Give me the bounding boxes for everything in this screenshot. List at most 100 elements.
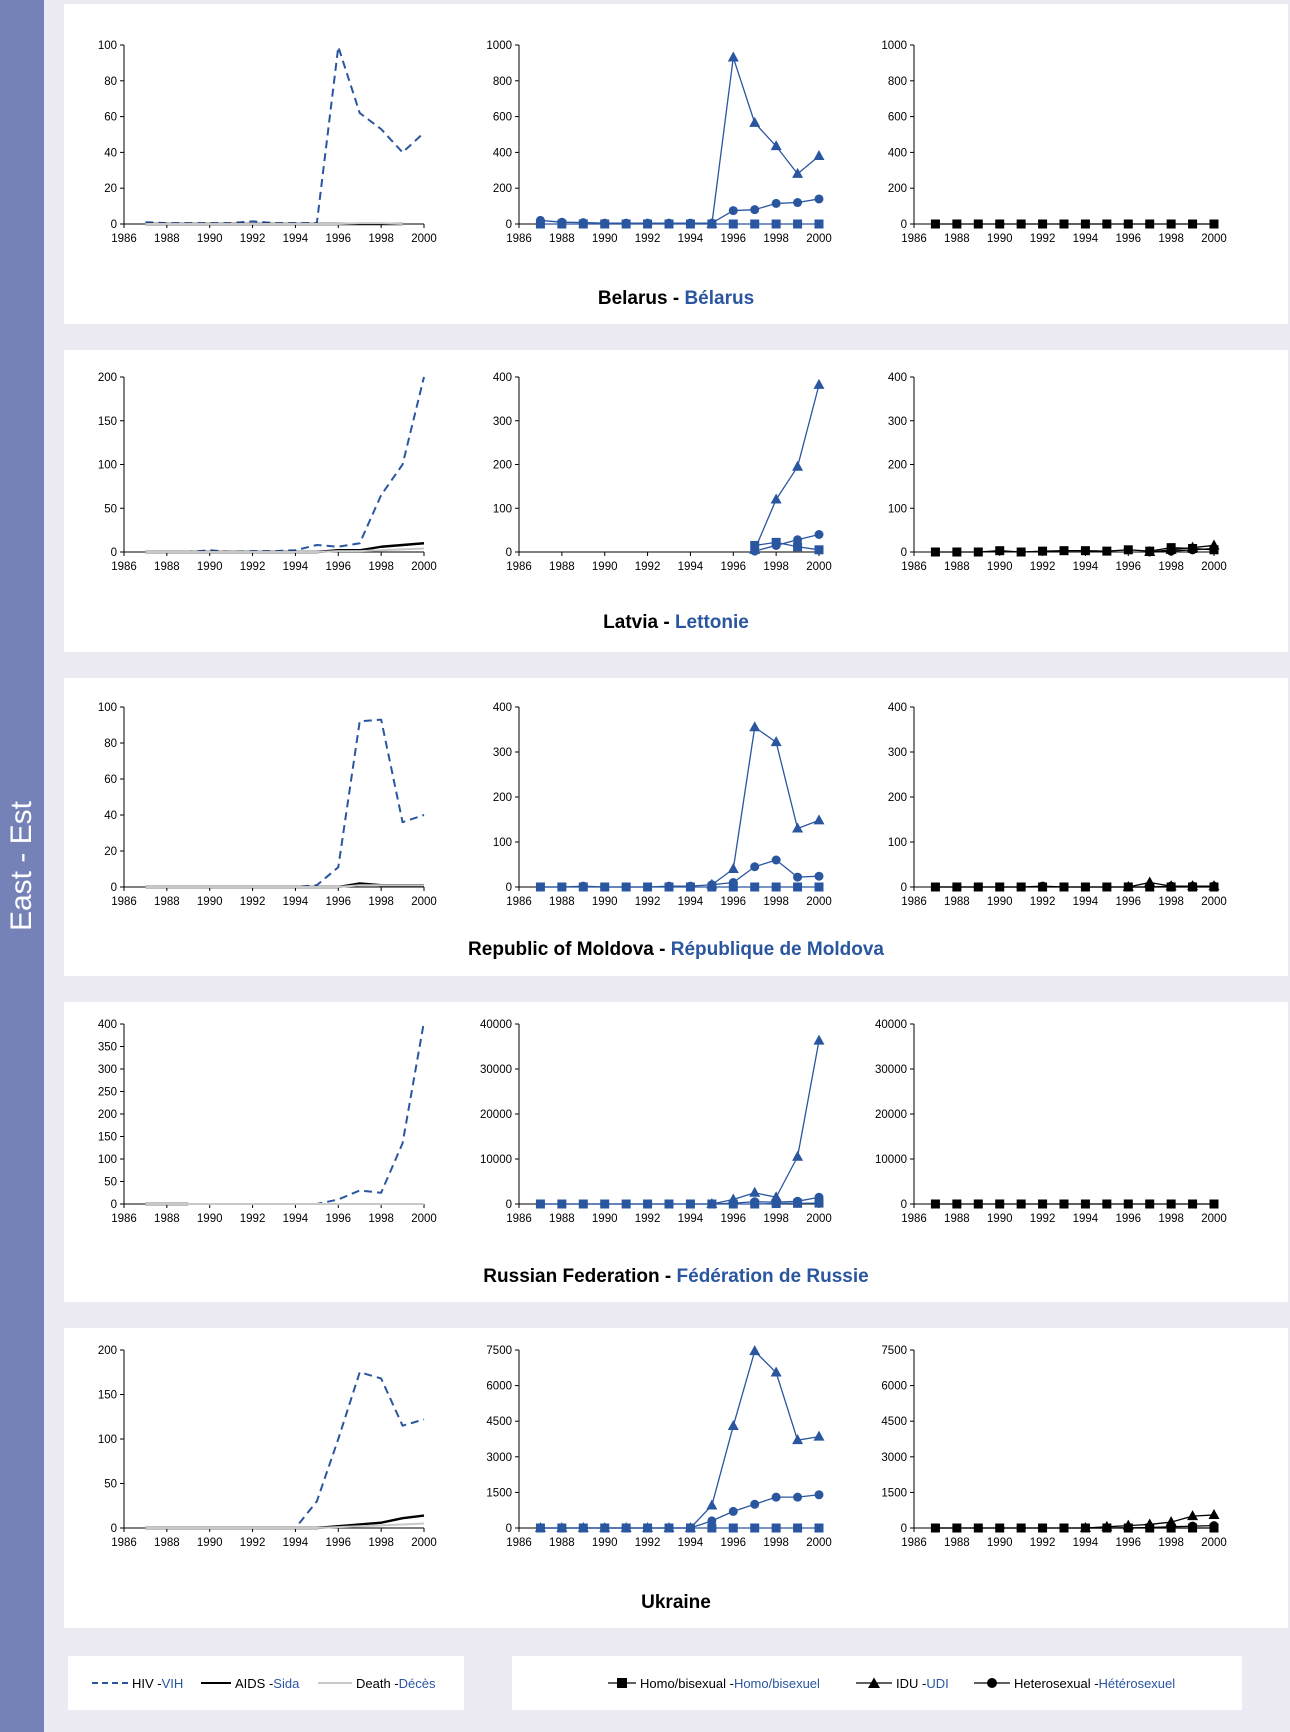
circle-point	[995, 1523, 1005, 1533]
circle-point	[1145, 882, 1155, 892]
square-point	[952, 547, 962, 557]
triangle-point	[1187, 1510, 1199, 1521]
circle-point	[1038, 1523, 1048, 1533]
circle-point	[771, 540, 781, 550]
y-tick-label: 80	[104, 738, 117, 750]
circle-point	[952, 1523, 962, 1533]
square-point	[771, 219, 781, 229]
y-tick-label: 0	[901, 219, 907, 231]
x-tick-label: 1998	[763, 896, 789, 908]
x-tick-label: 2000	[806, 561, 832, 573]
circle-point	[578, 881, 588, 891]
series-line-death	[145, 547, 425, 553]
circle-point	[1123, 1523, 1133, 1533]
triangle-point	[1208, 1508, 1220, 1519]
x-tick-label: 1996	[1115, 561, 1141, 573]
y-tick-label: 10000	[480, 1154, 512, 1166]
chart-right: 0 200 400 600 800 1000 1986 1988 1990 1992 1994 199…	[881, 40, 1226, 245]
legend-label-fr: UDI	[926, 1675, 949, 1691]
legend-label-fr: Hétérosexuel	[1098, 1675, 1176, 1691]
x-tick-label: 1986	[506, 1213, 532, 1225]
legend-item-homo: Homo/bisexual - Homo/bisexuel	[608, 1656, 820, 1710]
x-tick-label: 1990	[987, 233, 1013, 245]
x-tick-label: 1988	[549, 233, 575, 245]
y-tick-label: 400	[98, 1019, 117, 1031]
circle-point	[771, 1492, 781, 1502]
x-tick-label: 1988	[154, 896, 180, 908]
square-point	[1209, 219, 1219, 229]
x-tick-label: 1996	[1115, 1213, 1141, 1225]
y-tick-label: 400	[493, 372, 512, 384]
y-tick-label: 60	[104, 112, 117, 124]
x-tick-label: 1988	[154, 1213, 180, 1225]
circle-point	[728, 206, 738, 216]
square-point	[1209, 1199, 1219, 1209]
legend-label-fr: Homo/bisexuel	[733, 1675, 820, 1691]
circle-point	[1188, 545, 1198, 555]
x-tick-label: 1988	[549, 1213, 575, 1225]
square-point	[1059, 219, 1069, 229]
y-tick-label: 10000	[875, 1154, 907, 1166]
square-point	[952, 219, 962, 229]
circle-point	[557, 1199, 567, 1209]
x-tick-label: 1992	[1030, 233, 1056, 245]
x-tick-label: 2000	[806, 1213, 832, 1225]
x-tick-label: 1996	[325, 1213, 351, 1225]
square-point	[1145, 1199, 1155, 1209]
square-point	[1166, 1199, 1176, 1209]
circle-point	[814, 1490, 824, 1500]
chart-right: 0 100 200 300 400 1986 1988 1990 1992 1994 1996 199…	[888, 372, 1227, 573]
dashed-line-icon	[92, 1682, 128, 1684]
legend-label-en: IDU -	[896, 1675, 927, 1691]
circle-point	[1166, 881, 1176, 891]
circle-point	[685, 218, 695, 228]
y-tick-label: 0	[901, 1199, 907, 1211]
x-tick-label: 1996	[720, 233, 746, 245]
square-point	[930, 1199, 940, 1209]
circle-point	[1080, 882, 1090, 892]
x-tick-label: 1996	[1115, 233, 1141, 245]
y-tick-label: 7500	[881, 1345, 907, 1357]
y-tick-label: 250	[98, 1087, 117, 1099]
x-tick-label: 1998	[1158, 1213, 1184, 1225]
circle-point	[1145, 547, 1155, 557]
x-tick-label: 1990	[197, 233, 223, 245]
y-tick-label: 40000	[480, 1019, 512, 1031]
square-point	[793, 542, 803, 552]
series-line-hiv	[145, 376, 425, 553]
x-tick-label: 1994	[678, 896, 704, 908]
triangle-point	[727, 863, 739, 873]
x-tick-label: 1990	[987, 896, 1013, 908]
circle-point	[1145, 1523, 1155, 1533]
legend-item-idu: IDU - UDI	[856, 1656, 949, 1710]
chart-middle: 0 10000 20000 30000 40000 1986 1988 1990 1992 199…	[480, 1019, 832, 1225]
square-point	[1188, 219, 1198, 229]
circle-point	[578, 218, 588, 228]
circle-point	[664, 1199, 674, 1209]
x-tick-label: 1986	[111, 561, 137, 573]
square-point	[995, 1199, 1005, 1209]
circle-point	[793, 198, 803, 208]
circle-point	[750, 546, 760, 556]
circle-point	[685, 881, 695, 891]
circle-point	[793, 535, 803, 545]
y-tick-label: 100	[493, 837, 512, 849]
circle-point	[750, 862, 760, 872]
circle-point	[750, 1197, 760, 1207]
x-tick-label: 1990	[987, 1537, 1013, 1549]
charts-russia: 0 50 100 150 200 250 300 350 400 1986 1988 1990 1992…	[98, 1019, 1227, 1225]
legend-label-en: Death -	[356, 1675, 399, 1691]
x-tick-label: 1988	[549, 561, 575, 573]
y-tick-label: 100	[98, 1154, 117, 1166]
x-tick-label: 1994	[1073, 896, 1099, 908]
y-tick-label: 0	[506, 1199, 512, 1211]
series-line-hiv	[145, 718, 425, 888]
x-tick-label: 1986	[506, 561, 532, 573]
gray-line-icon	[318, 1682, 352, 1684]
circle-point	[728, 878, 738, 887]
circle-point	[600, 218, 610, 228]
x-tick-label: 2000	[1201, 561, 1227, 573]
y-tick-label: 150	[98, 416, 117, 428]
circle-point	[814, 530, 824, 539]
x-tick-label: 2000	[1201, 1537, 1227, 1549]
